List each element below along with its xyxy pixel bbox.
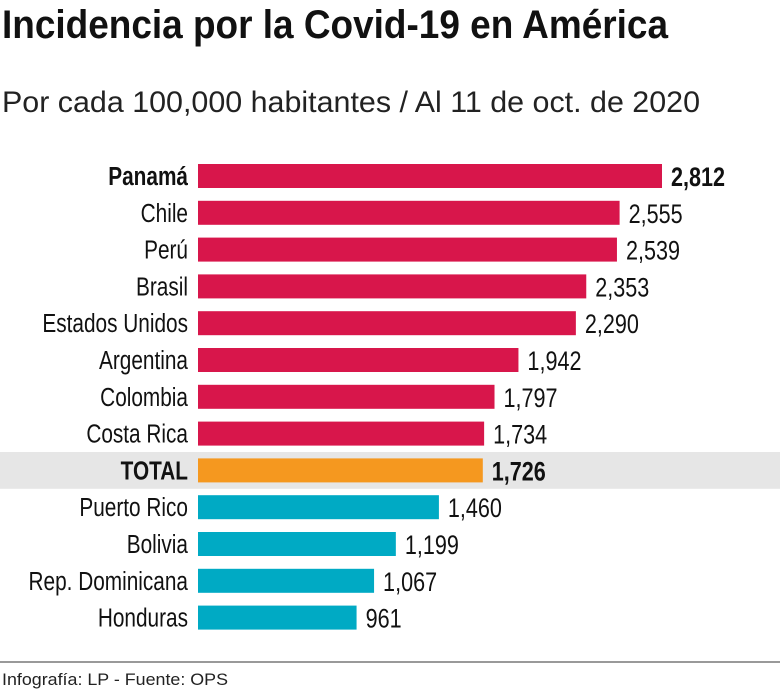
value-label: 1,460 xyxy=(448,494,502,524)
value-label: 1,067 xyxy=(383,568,437,598)
bar-costa-rica xyxy=(198,421,485,446)
chart-subtitle: Por cada 100,000 habitantes / Al 11 de o… xyxy=(2,86,700,119)
bar-puerto-rico xyxy=(198,495,439,520)
category-label: Puerto Rico xyxy=(79,493,188,522)
value-label: 2,539 xyxy=(626,236,680,266)
category-label: Honduras xyxy=(98,603,188,632)
footer-credit: Infografía: LP - Fuente: OPS xyxy=(2,670,228,689)
bar-colombia xyxy=(198,384,495,409)
category-label: Bolivia xyxy=(127,530,189,559)
category-label: Costa Rica xyxy=(86,419,188,448)
bar-honduras xyxy=(198,605,357,630)
bar-estados-unidos xyxy=(198,311,576,336)
value-label: 1,942 xyxy=(527,347,581,377)
bar-bolivia xyxy=(198,532,396,556)
category-label: Perú xyxy=(144,235,188,264)
category-label: Brasil xyxy=(136,272,188,301)
value-label: 2,290 xyxy=(585,310,639,340)
chart-title: Incidencia por la Covid-19 en América xyxy=(2,3,669,47)
bar-argentina xyxy=(198,348,519,372)
category-label: Rep. Dominicana xyxy=(29,567,189,596)
value-label: 2,812 xyxy=(671,163,725,193)
category-label: Estados Unidos xyxy=(42,309,188,338)
value-label: 1,726 xyxy=(492,457,546,487)
category-label: Argentina xyxy=(99,346,189,375)
value-label: 1,199 xyxy=(405,531,459,561)
value-label: 2,353 xyxy=(595,273,649,303)
bar-chile xyxy=(198,200,620,225)
value-label: 1,797 xyxy=(504,384,558,414)
bars: Panamá 2,812 Chile 2,555 Perú 2,539 Brasil 2,35… xyxy=(0,162,780,634)
value-label: 2,555 xyxy=(629,200,683,230)
category-label: TOTAL xyxy=(121,456,188,485)
category-label: Panamá xyxy=(108,162,189,191)
value-label: 1,734 xyxy=(493,420,547,450)
category-label: Chile xyxy=(141,199,188,228)
bar-rep-dominicana xyxy=(198,568,375,593)
value-label: 961 xyxy=(366,604,402,634)
bar-brasil xyxy=(198,274,587,299)
bar-per- xyxy=(198,237,617,262)
category-label: Colombia xyxy=(100,383,189,412)
bar-panam- xyxy=(198,164,662,188)
bar-total xyxy=(198,458,483,483)
